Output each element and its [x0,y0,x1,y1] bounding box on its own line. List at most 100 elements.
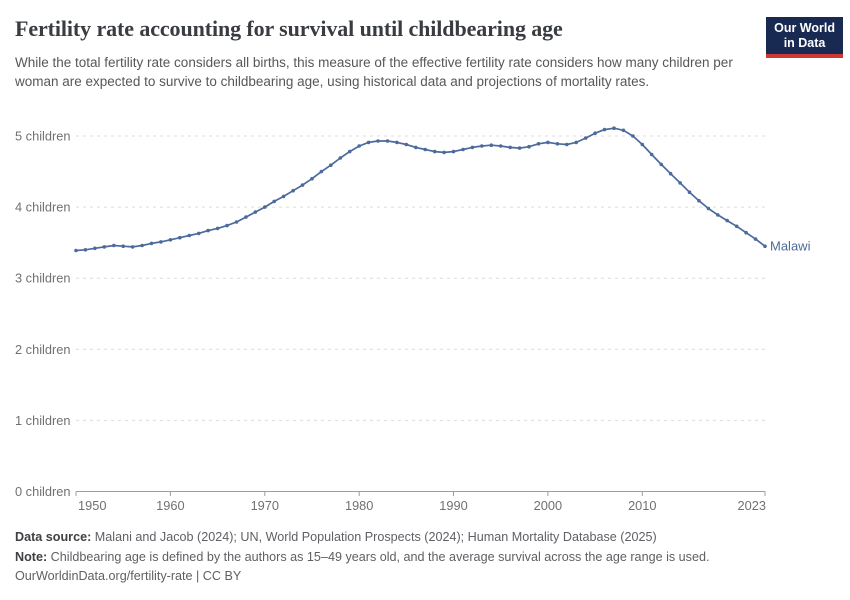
data-point[interactable] [621,128,626,133]
x-tick-label: 2010 [628,498,656,513]
data-point[interactable] [338,156,343,160]
data-point[interactable] [272,199,277,204]
data-point[interactable] [178,235,182,240]
data-point[interactable] [234,220,239,224]
data-point[interactable] [631,134,635,138]
data-point[interactable] [744,230,748,235]
data-point[interactable] [329,163,333,167]
data-point[interactable] [310,176,314,181]
data-point[interactable] [300,183,305,187]
data-point[interactable] [480,144,484,148]
data-point[interactable] [678,181,682,185]
data-point[interactable] [319,169,324,174]
data-point[interactable] [159,240,163,244]
note-line: Note: Childbearing age is defined by the… [15,548,815,568]
data-point[interactable] [489,143,494,147]
data-point[interactable] [716,213,720,217]
data-point[interactable] [470,145,475,150]
y-tick-label: 3 children [15,271,71,286]
owid-logo[interactable]: Our World in Data [766,17,843,58]
data-point[interactable] [546,140,550,145]
data-point[interactable] [697,198,701,203]
data-point[interactable] [432,149,437,154]
x-tick-label: 1950 [78,498,106,513]
data-point[interactable] [668,171,673,176]
chart-footer: Data source: Malani and Jacob (2024); UN… [15,528,815,587]
data-source-text: Malani and Jacob (2024); UN, World Popul… [91,530,657,544]
data-point[interactable] [508,145,512,150]
data-point[interactable] [93,246,97,251]
data-point[interactable] [385,139,390,143]
data-point[interactable] [140,243,144,248]
data-point[interactable] [253,210,258,214]
series-line[interactable] [75,127,766,252]
data-point[interactable] [565,142,569,147]
data-point[interactable] [376,139,380,143]
data-point[interactable] [225,223,229,228]
x-tick-label: 1960 [156,498,184,513]
y-tick-label: 4 children [15,200,71,215]
data-point[interactable] [196,231,201,236]
data-point[interactable] [263,205,267,209]
data-point[interactable] [583,136,588,140]
data-point[interactable] [517,146,522,150]
data-point[interactable] [215,226,220,231]
data-point[interactable] [83,248,88,252]
data-point[interactable] [649,152,654,157]
data-point[interactable] [357,144,362,148]
data-point[interactable] [734,224,739,229]
data-point[interactable] [640,142,645,147]
data-point[interactable] [187,233,192,238]
x-tick-label: 1990 [439,498,467,513]
url-line[interactable]: OurWorldinData.org/fertility-rate | CC B… [15,569,242,583]
data-point[interactable] [244,215,248,219]
data-point[interactable] [414,145,418,150]
data-point[interactable] [555,142,560,146]
data-point[interactable] [291,188,295,193]
data-point[interactable] [536,142,541,146]
data-point[interactable] [574,140,578,145]
data-point[interactable] [706,206,711,211]
logo-line-2: in Data [783,36,826,50]
data-point[interactable] [112,243,116,248]
chart-subtitle: While the total fertility rate considers… [15,55,733,90]
x-tick-label: 1980 [345,498,373,513]
data-point[interactable] [102,245,107,249]
data-point[interactable] [130,245,135,249]
data-point[interactable] [593,131,597,135]
data-point[interactable] [404,142,409,147]
data-point[interactable] [442,150,446,155]
data-point[interactable] [451,149,456,154]
data-point[interactable] [725,218,729,223]
data-point[interactable] [461,147,465,152]
data-point[interactable] [498,144,503,148]
data-point[interactable] [763,244,767,248]
x-tick-label: 2000 [534,498,562,513]
data-point[interactable] [423,147,428,152]
logo-line-1: Our World [774,21,835,35]
data-point[interactable] [395,140,399,145]
data-point[interactable] [121,244,125,248]
note-text: Childbearing age is defined by the autho… [47,549,710,564]
data-point[interactable] [527,144,531,149]
data-point[interactable] [281,194,286,199]
y-tick-label: 2 children [15,342,71,357]
data-point[interactable] [168,238,173,242]
y-tick-label: 5 children [15,129,71,144]
data-point[interactable] [347,149,352,154]
data-point[interactable] [149,241,154,246]
data-point[interactable] [602,127,607,132]
data-point[interactable] [612,126,616,130]
data-point[interactable] [753,237,758,241]
page-title: Fertility rate accounting for survival u… [15,16,563,41]
data-point[interactable] [74,248,78,253]
data-point[interactable] [206,228,210,233]
x-tick-label: 2023 [738,498,766,513]
y-tick-label: 1 children [15,413,71,428]
series-end-label[interactable]: Malawi [770,239,811,254]
x-tick-label: 1970 [251,498,279,513]
data-point[interactable] [659,162,663,167]
data-point[interactable] [687,190,692,194]
data-point[interactable] [366,140,371,145]
